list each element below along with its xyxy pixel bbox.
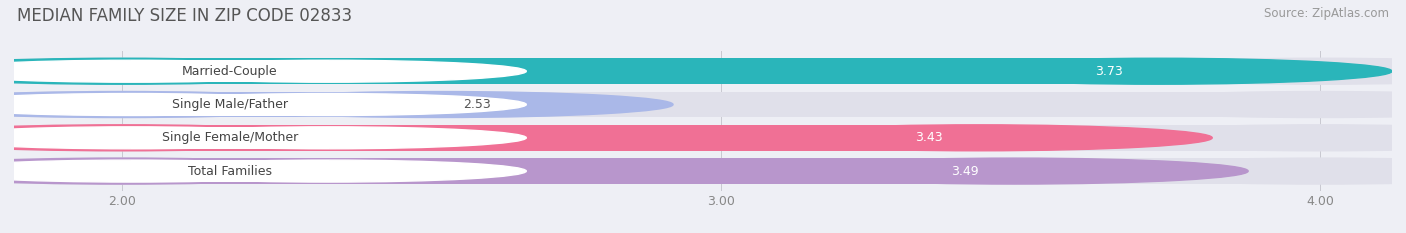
Text: 2.53: 2.53 xyxy=(464,98,491,111)
Bar xyxy=(131,93,329,116)
Circle shape xyxy=(0,92,356,117)
Circle shape xyxy=(0,125,356,151)
Text: 3.43: 3.43 xyxy=(915,131,942,144)
Circle shape xyxy=(131,127,526,149)
Bar xyxy=(122,58,1320,84)
Circle shape xyxy=(1087,125,1406,151)
Circle shape xyxy=(0,125,356,151)
Circle shape xyxy=(0,92,356,117)
Circle shape xyxy=(131,93,526,116)
Bar xyxy=(122,125,1320,151)
Circle shape xyxy=(780,158,1249,184)
Bar xyxy=(122,92,1320,117)
Circle shape xyxy=(131,160,526,182)
Bar xyxy=(122,58,1159,84)
Circle shape xyxy=(0,60,329,82)
Text: Married-Couple: Married-Couple xyxy=(181,65,277,78)
Text: Source: ZipAtlas.com: Source: ZipAtlas.com xyxy=(1264,7,1389,20)
Bar xyxy=(131,160,329,182)
Circle shape xyxy=(0,58,356,84)
Circle shape xyxy=(745,125,1212,151)
Circle shape xyxy=(0,158,356,184)
Bar xyxy=(122,158,1320,184)
Circle shape xyxy=(0,127,329,149)
Text: Single Male/Father: Single Male/Father xyxy=(172,98,288,111)
Circle shape xyxy=(0,93,329,116)
Circle shape xyxy=(0,158,356,184)
Text: Total Families: Total Families xyxy=(188,164,271,178)
Circle shape xyxy=(0,160,329,182)
Text: Single Female/Mother: Single Female/Mother xyxy=(162,131,298,144)
Bar xyxy=(131,127,329,149)
Text: MEDIAN FAMILY SIZE IN ZIP CODE 02833: MEDIAN FAMILY SIZE IN ZIP CODE 02833 xyxy=(17,7,352,25)
Circle shape xyxy=(205,92,673,117)
Circle shape xyxy=(925,58,1392,84)
Bar xyxy=(122,92,440,117)
Circle shape xyxy=(1087,158,1406,184)
Bar xyxy=(122,125,979,151)
Circle shape xyxy=(1087,58,1406,84)
Circle shape xyxy=(1087,92,1406,117)
Circle shape xyxy=(0,58,356,84)
Bar xyxy=(131,60,329,82)
Circle shape xyxy=(131,60,526,82)
Text: 3.73: 3.73 xyxy=(1095,65,1122,78)
Bar xyxy=(122,158,1015,184)
Text: 3.49: 3.49 xyxy=(950,164,979,178)
